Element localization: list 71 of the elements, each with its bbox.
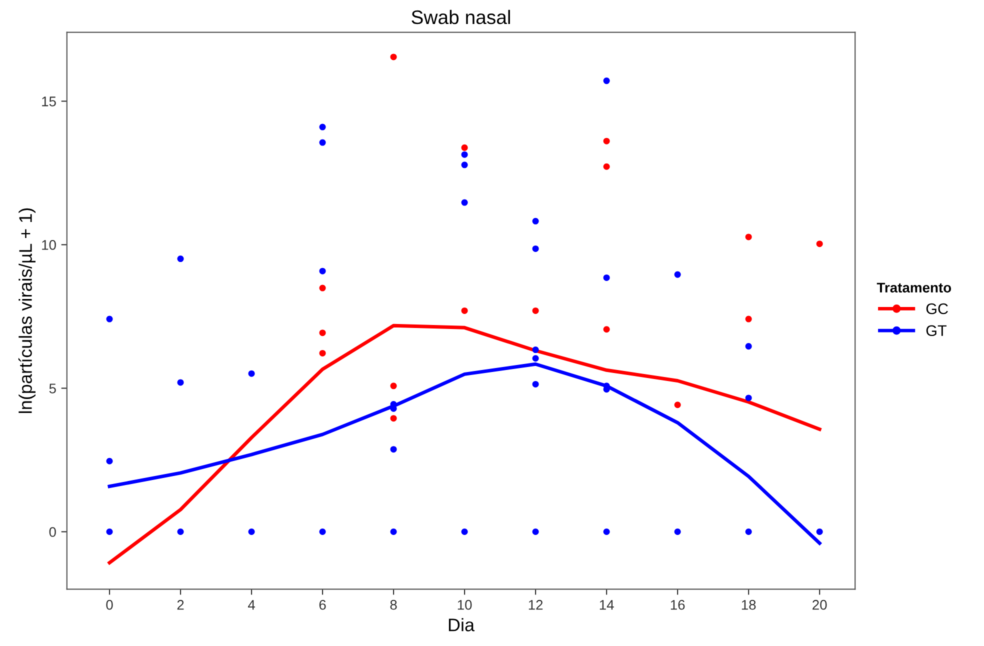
line-series: [108, 324, 822, 564]
point: [248, 528, 255, 535]
point: [177, 528, 184, 535]
point: [532, 380, 539, 388]
point: [745, 343, 752, 350]
point: [461, 151, 468, 158]
point: [461, 144, 468, 151]
x-tick-label: 14: [600, 600, 614, 610]
point: [390, 382, 397, 390]
point: [532, 245, 539, 252]
point: [603, 78, 610, 84]
point: [390, 446, 397, 453]
point: [603, 138, 610, 144]
point: [745, 316, 752, 322]
point: [177, 256, 184, 262]
point: [745, 394, 752, 402]
point: [532, 528, 539, 535]
point: [532, 307, 539, 314]
point: [745, 234, 752, 240]
y-tick-label: 0: [49, 527, 56, 537]
point: [319, 350, 326, 356]
point: [319, 284, 326, 292]
point: [674, 528, 681, 535]
point: [461, 199, 468, 206]
legend-label: GT: [926, 325, 946, 336]
point: [106, 316, 113, 322]
point: [745, 528, 752, 535]
point: [603, 163, 610, 170]
point: [248, 370, 255, 377]
x-tick-label: 0: [106, 600, 113, 610]
point: [816, 240, 823, 248]
point: [319, 124, 326, 130]
x-tick-label: 16: [670, 600, 685, 610]
point: [390, 528, 397, 535]
point: [319, 268, 326, 274]
point: [390, 54, 397, 60]
point: [461, 528, 468, 535]
x-tick-label: 6: [319, 600, 326, 610]
point: [177, 379, 184, 386]
point: [106, 528, 113, 535]
y-axis-title: ln(partículas virais/µL + 1): [18, 208, 36, 413]
x-axis-title: Dia: [448, 618, 475, 632]
point: [532, 355, 539, 362]
point: [532, 218, 539, 224]
x-tick-label: 4: [248, 600, 255, 610]
point: [532, 346, 539, 354]
x-tick-label: 2: [177, 600, 184, 610]
x-tick-label: 12: [528, 600, 543, 610]
point: [461, 162, 468, 168]
point: [319, 528, 326, 535]
point: [674, 271, 681, 278]
chart-title: Swab nasal: [412, 10, 510, 24]
y-tick-label: 10: [42, 240, 56, 250]
point: [319, 330, 326, 336]
point: [461, 307, 468, 314]
x-tick-label: 20: [812, 600, 827, 610]
point: [816, 528, 823, 535]
legend-label: GC: [926, 303, 948, 314]
point: [603, 528, 610, 535]
point: [603, 326, 610, 333]
x-tick-label: 8: [390, 600, 397, 610]
point: [106, 458, 113, 464]
x-tick-label: 18: [742, 600, 756, 610]
legend-title: Tratamento: [876, 282, 952, 293]
x-tick-label: 10: [458, 600, 472, 610]
point: [674, 402, 681, 408]
y-tick-label: 15: [42, 96, 56, 106]
point: [390, 415, 397, 422]
y-tick-label: 5: [49, 384, 56, 394]
point: [603, 274, 610, 281]
point: [319, 139, 326, 146]
